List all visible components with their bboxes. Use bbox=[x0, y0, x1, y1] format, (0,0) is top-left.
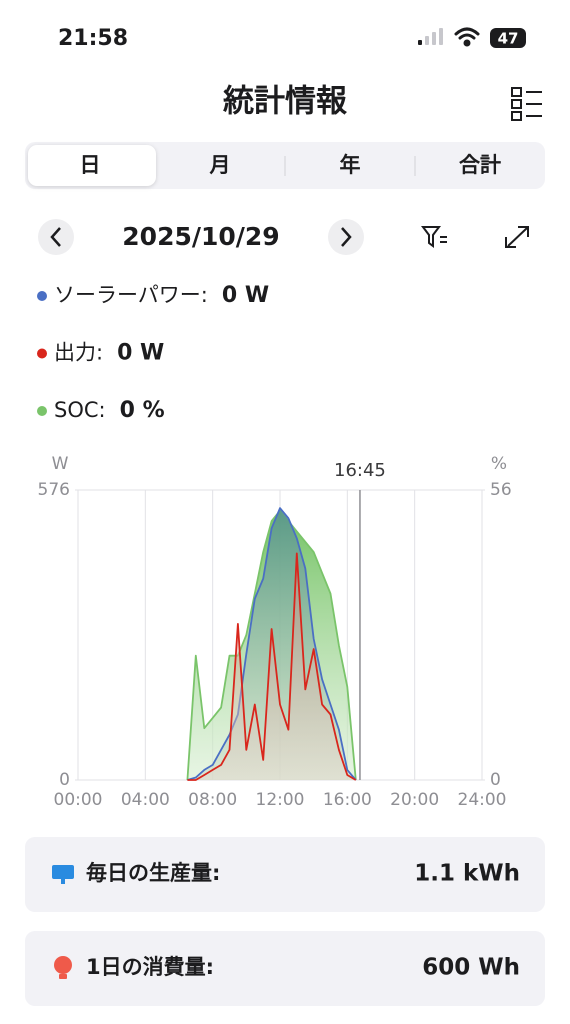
x-tick-label: 24:00 bbox=[458, 790, 507, 810]
bulb-icon bbox=[54, 956, 72, 979]
series-line bbox=[187, 507, 357, 781]
series-line bbox=[187, 552, 357, 781]
solar-icon bbox=[52, 865, 74, 884]
legend-dot bbox=[37, 406, 47, 416]
bulb bbox=[54, 956, 72, 974]
expand-button[interactable] bbox=[505, 226, 529, 248]
reading-value: 0 W bbox=[222, 283, 269, 308]
y-tick-label: 576 bbox=[38, 480, 70, 500]
wifi-icon bbox=[454, 27, 480, 47]
tab[interactable]: 月 bbox=[209, 153, 231, 177]
reading-label: SOC: bbox=[54, 398, 106, 422]
y-axis-title: W bbox=[52, 454, 69, 474]
signal-icon bbox=[418, 28, 443, 45]
y-tick-label: 0 bbox=[59, 770, 70, 790]
status-time: 21:58 bbox=[58, 26, 128, 51]
legend-dot bbox=[37, 291, 47, 301]
reading-value: 0 W bbox=[117, 341, 164, 366]
x-tick-label: 12:00 bbox=[256, 790, 305, 810]
summary-card bbox=[25, 931, 545, 1006]
summary-value: 1.1 kWh bbox=[414, 861, 520, 887]
y2-tick-label: 0 bbox=[490, 770, 501, 790]
reading-value: 0 % bbox=[120, 398, 165, 423]
x-tick-label: 08:00 bbox=[188, 790, 237, 810]
bulb-base bbox=[59, 974, 67, 979]
prev-button[interactable] bbox=[38, 219, 74, 255]
solar-stand bbox=[61, 879, 65, 884]
battery-level: 47 bbox=[498, 30, 519, 48]
summary-label: 毎日の生産量: bbox=[86, 861, 220, 885]
y2-axis-title: % bbox=[491, 454, 507, 474]
series-line bbox=[186, 509, 357, 781]
x-tick-label: 04:00 bbox=[121, 790, 170, 810]
page-title: 統計情報 bbox=[223, 84, 348, 120]
summary-card bbox=[25, 837, 545, 912]
next-button[interactable] bbox=[328, 219, 364, 255]
reading-label: ソーラーパワー: bbox=[54, 283, 208, 307]
filter-button[interactable] bbox=[421, 226, 447, 248]
x-tick-label: 00:00 bbox=[54, 790, 103, 810]
summary-value: 600 Wh bbox=[422, 955, 520, 981]
tab[interactable]: 日 bbox=[80, 153, 101, 177]
tab[interactable]: 年 bbox=[340, 153, 361, 177]
x-tick-label: 16:00 bbox=[323, 790, 372, 810]
legend-dot bbox=[37, 348, 47, 359]
list-button[interactable] bbox=[511, 87, 542, 121]
prev-icon bbox=[50, 227, 61, 247]
date-label: 2025/10/29 bbox=[122, 222, 279, 251]
reading-label: 出力: bbox=[54, 341, 103, 365]
next-icon bbox=[341, 227, 352, 247]
y2-tick-label: 56 bbox=[490, 480, 512, 500]
tab-active-bg bbox=[28, 145, 156, 186]
x-tick-label: 20:00 bbox=[390, 790, 439, 810]
tab[interactable]: 合計 bbox=[459, 153, 501, 177]
solar-panel bbox=[52, 865, 74, 879]
series-area bbox=[187, 553, 356, 780]
battery-icon bbox=[490, 28, 526, 48]
cursor-label: 16:45 bbox=[334, 460, 386, 481]
summary-label: 1日の消費量: bbox=[86, 955, 214, 979]
